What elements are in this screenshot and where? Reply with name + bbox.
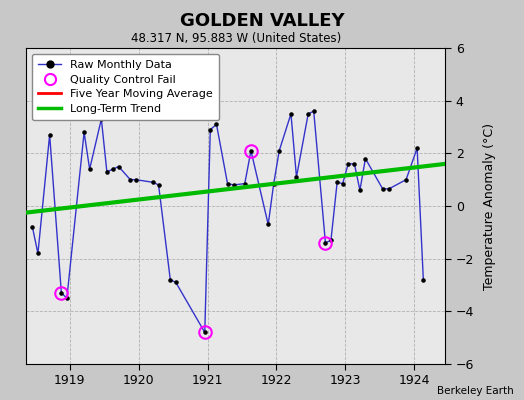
Text: Berkeley Earth: Berkeley Earth — [437, 386, 514, 396]
Legend: Raw Monthly Data, Quality Control Fail, Five Year Moving Average, Long-Term Tren: Raw Monthly Data, Quality Control Fail, … — [32, 54, 219, 120]
Text: GOLDEN VALLEY: GOLDEN VALLEY — [180, 12, 344, 30]
Y-axis label: Temperature Anomaly (°C): Temperature Anomaly (°C) — [483, 122, 496, 290]
Title: 48.317 N, 95.883 W (United States): 48.317 N, 95.883 W (United States) — [130, 32, 341, 46]
